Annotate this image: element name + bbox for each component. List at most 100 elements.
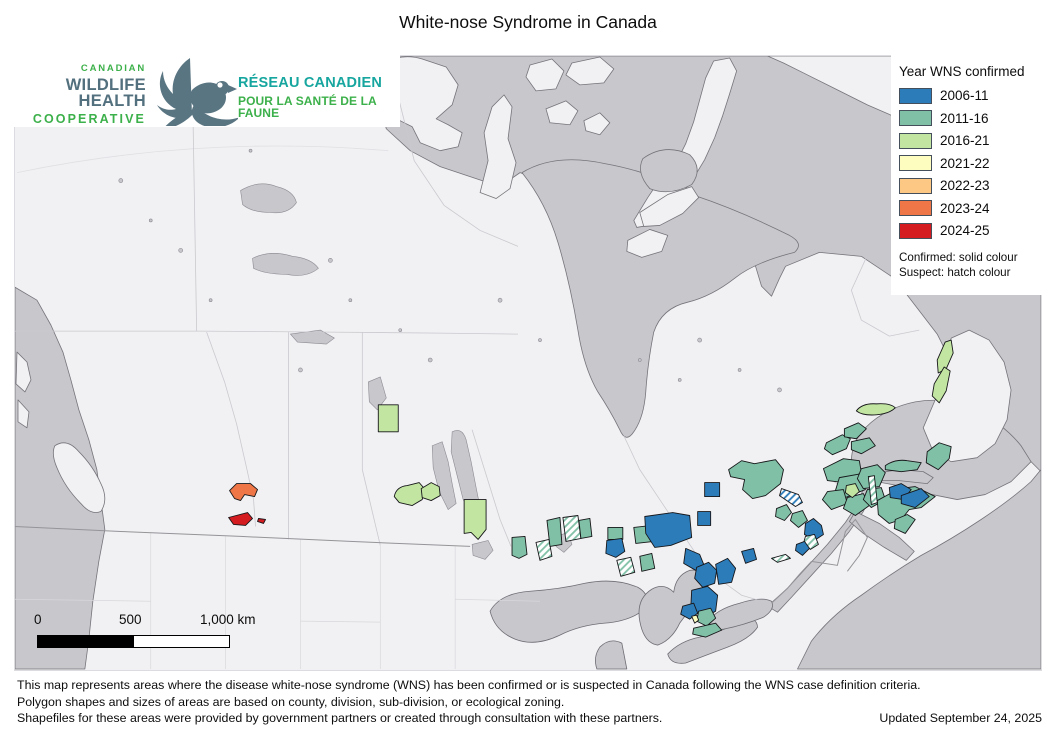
scale-bar: 0 500 1,000 km	[34, 612, 297, 652]
wns-region-2011-16	[821, 489, 848, 510]
map-footnote: This map represents areas where the dise…	[17, 677, 1027, 727]
southampton-island	[626, 229, 669, 258]
legend-item: 2021-22	[899, 155, 1043, 172]
legend-item-label: 2006-11	[940, 88, 989, 103]
wns-region-2011-16	[775, 504, 792, 521]
canada-map	[14, 55, 1042, 671]
legend-item: 2011-16	[899, 110, 1043, 127]
wns-region-2011-16	[607, 527, 624, 540]
scale-label-0: 0	[34, 612, 42, 627]
province-borders	[15, 96, 920, 603]
wns-region-2006-11	[605, 537, 626, 558]
wns-region-2011-16-suspect	[616, 556, 636, 577]
wns-region-2016-21	[844, 483, 860, 499]
footnote-line-1: This map represents areas where the dise…	[17, 678, 921, 692]
haida-gwaii-north	[15, 351, 32, 393]
wns-region-2006-11	[741, 547, 758, 564]
wns-region-2006-11	[694, 561, 718, 588]
ocean-layer	[15, 56, 1041, 670]
wns-region-2024-25	[228, 512, 253, 526]
wns-region-2006-11	[900, 488, 930, 508]
wns-region-2006-11	[804, 518, 824, 541]
cwhc-logo: CANADIAN WILDLIFE HEALTH COOPERATIVE RÉS…	[14, 55, 400, 127]
wns-region-2016-21	[463, 499, 487, 540]
page-title: White-nose Syndrome in Canada	[399, 12, 657, 32]
king-william-island	[545, 100, 579, 126]
wns-region-2024-25	[257, 518, 266, 524]
scale-label-500: 500	[119, 612, 142, 627]
lake-manitoba	[431, 441, 457, 510]
wns-region-2016-21	[420, 482, 441, 502]
scale-label-1000: 1,000 km	[200, 612, 256, 627]
legend-item-label: 2021-22	[940, 155, 990, 171]
cwhc-logo-english: CANADIAN WILDLIFE HEALTH COOPERATIVE	[14, 64, 146, 125]
wns-region-2016-21	[377, 404, 399, 433]
legend-item: 2022-23	[899, 177, 1043, 194]
inland-lakes-layer	[118, 148, 782, 560]
wns-region-2011-16	[884, 459, 922, 473]
graticule-line	[16, 145, 389, 174]
legend-item-label: 2023-24	[940, 200, 990, 216]
legend-item: 2006-11	[899, 87, 1043, 104]
foxe-basin	[640, 149, 698, 193]
legend-note-suspect: Suspect: hatch colour	[899, 266, 1011, 279]
wns-region-2006-11	[697, 511, 712, 526]
wns-region-2011-16-suspect	[771, 553, 791, 563]
wns-region-2006-11-suspect	[779, 488, 803, 507]
legend-swatch	[899, 222, 932, 239]
legend-item-label: 2022-23	[940, 178, 990, 193]
wns-region-2011-16	[842, 493, 870, 516]
wns-region-2011-16	[692, 622, 723, 638]
somerset-island	[565, 56, 615, 86]
lake-athabasca	[289, 329, 335, 345]
legend-item: 2023-24	[899, 200, 1043, 217]
lake-of-the-woods	[471, 540, 494, 560]
legend-swatch	[899, 155, 932, 171]
canada-map-svg	[15, 56, 1041, 670]
wns-region-2011-16	[823, 434, 851, 456]
footnote-line-2: Polygon shapes and sizes of areas are ba…	[17, 694, 565, 709]
wns-region-2023-24	[229, 483, 258, 502]
wns-region-2011-16	[850, 437, 876, 455]
footnote-line-3: Shapefiles for these areas were provided…	[17, 711, 663, 726]
legend-item-label: 2016-21	[940, 133, 990, 148]
international-border	[15, 518, 868, 604]
wns-region-2011-16	[925, 442, 952, 471]
wns-region-2016-21	[936, 339, 954, 374]
reindeer-lake	[368, 376, 387, 411]
legend-notes: Confirmed: solid colour Suspect: hatch c…	[899, 250, 1043, 280]
wns-region-2011-16	[546, 517, 563, 547]
logo-text-sante: POUR LA SANTÉ DE LA FAUNE	[238, 93, 377, 120]
wns-region-2011-16	[843, 422, 867, 440]
wns-regions-layer	[228, 339, 954, 638]
map-legend: Year WNS confirmed 2006-11 2011-16 2016-21…	[891, 55, 1043, 295]
wns-region-2021-22	[691, 614, 700, 624]
legend-note-confirmed: Confirmed: solid colour	[899, 251, 1018, 264]
wns-region-2011-16	[790, 510, 808, 528]
wns-region-2011-16	[639, 552, 656, 572]
vancouver-island	[52, 442, 106, 513]
wns-region-2006-11	[715, 557, 737, 585]
wns-region-2016-21	[931, 366, 951, 404]
legend-item: 2024-25	[899, 222, 1043, 239]
legend-items: 2006-11 2011-16 2016-21 2021-22 2022-23 2023-…	[899, 87, 1043, 239]
lake-winnipeg	[450, 430, 481, 514]
wns-region-2006-11	[795, 540, 810, 556]
wns-region-2011-16-suspect	[562, 515, 582, 542]
logo-text-reseau: RÉSEAU CANADIEN	[238, 75, 382, 91]
legend-swatch	[899, 87, 932, 104]
wns-region-2006-11	[704, 482, 721, 498]
great-bear-lake	[240, 183, 297, 214]
legend-title: Year WNS confirmed	[899, 64, 1025, 79]
scale-bar-fill	[38, 636, 134, 647]
wns-region-2016-21	[393, 482, 426, 506]
lake-superior	[489, 580, 648, 643]
legend-swatch	[899, 177, 932, 194]
bird-icon	[157, 58, 238, 126]
legend-swatch	[899, 110, 932, 126]
prince-of-wales-island	[525, 58, 565, 92]
legend-swatch	[899, 200, 932, 216]
wns-region-2016-21	[855, 403, 896, 416]
wns-region-2011-16	[728, 459, 784, 500]
